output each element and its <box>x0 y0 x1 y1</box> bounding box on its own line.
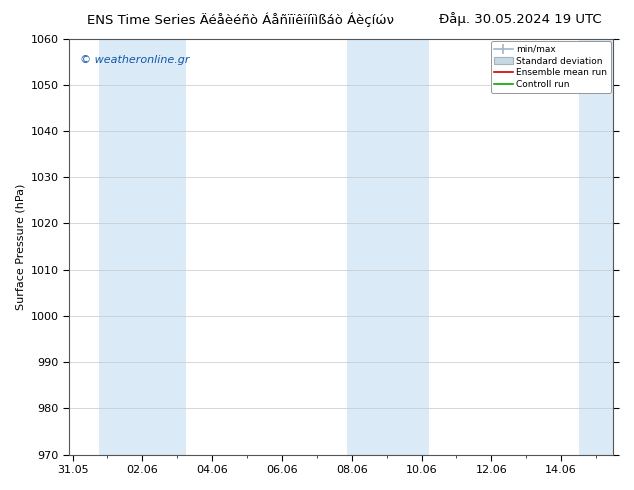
Bar <box>347 39 392 455</box>
Bar <box>127 39 186 455</box>
Y-axis label: Surface Pressure (hPa): Surface Pressure (hPa) <box>15 183 25 310</box>
Text: © weatheronline.gr: © weatheronline.gr <box>80 55 190 65</box>
Text: Ðåμ. 30.05.2024 19 UTC: Ðåμ. 30.05.2024 19 UTC <box>439 12 601 26</box>
Text: ENS Time Series Äéåèéñò Áåñïïêïíïìßáò Áèçíών: ENS Time Series Äéåèéñò Áåñïïêïíïìßáò Áè… <box>87 12 394 27</box>
Bar <box>579 39 614 455</box>
Bar <box>99 39 127 455</box>
Bar <box>392 39 429 455</box>
Legend: min/max, Standard deviation, Ensemble mean run, Controll run: min/max, Standard deviation, Ensemble me… <box>491 41 611 93</box>
